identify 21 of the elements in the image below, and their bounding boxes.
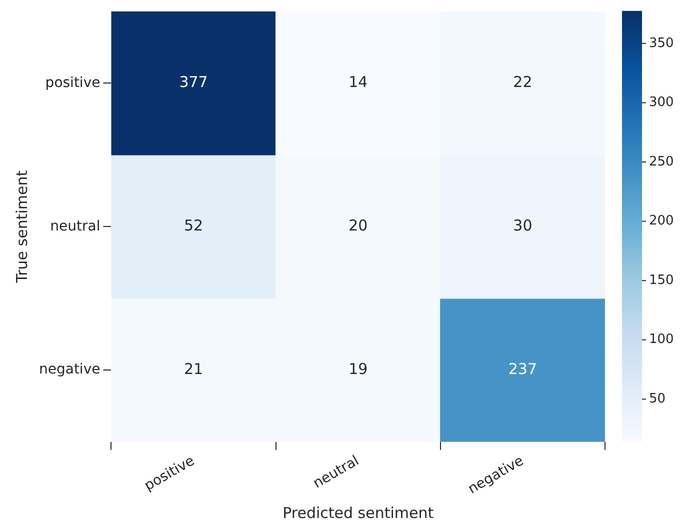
color-bar-label: 350: [649, 36, 674, 51]
y-axis-title: True sentiment: [12, 170, 31, 284]
color-bar-label: 150: [649, 272, 674, 288]
data-label: 22: [513, 73, 532, 92]
data-label: 52: [184, 216, 204, 235]
data-label: 19: [348, 360, 368, 378]
color-bar-label: 300: [649, 95, 674, 110]
data-label: 237: [508, 360, 538, 378]
color-bar-label: 100: [649, 332, 674, 348]
data-label: 21: [184, 360, 204, 378]
y-tick-label: negative: [38, 362, 100, 378]
color-bar-label: 200: [649, 214, 674, 229]
data-label: 30: [513, 216, 532, 235]
data-label: 14: [348, 73, 368, 92]
x-axis-title: Predicted sentiment: [282, 504, 434, 522]
y-tick-label: neutral: [50, 218, 100, 234]
data-label: 20: [348, 216, 368, 235]
data-label: 377: [179, 73, 208, 92]
color-bar-label: 50: [649, 392, 666, 407]
y-tick-label: positive: [45, 74, 100, 91]
color-bar-label: 250: [649, 154, 674, 170]
